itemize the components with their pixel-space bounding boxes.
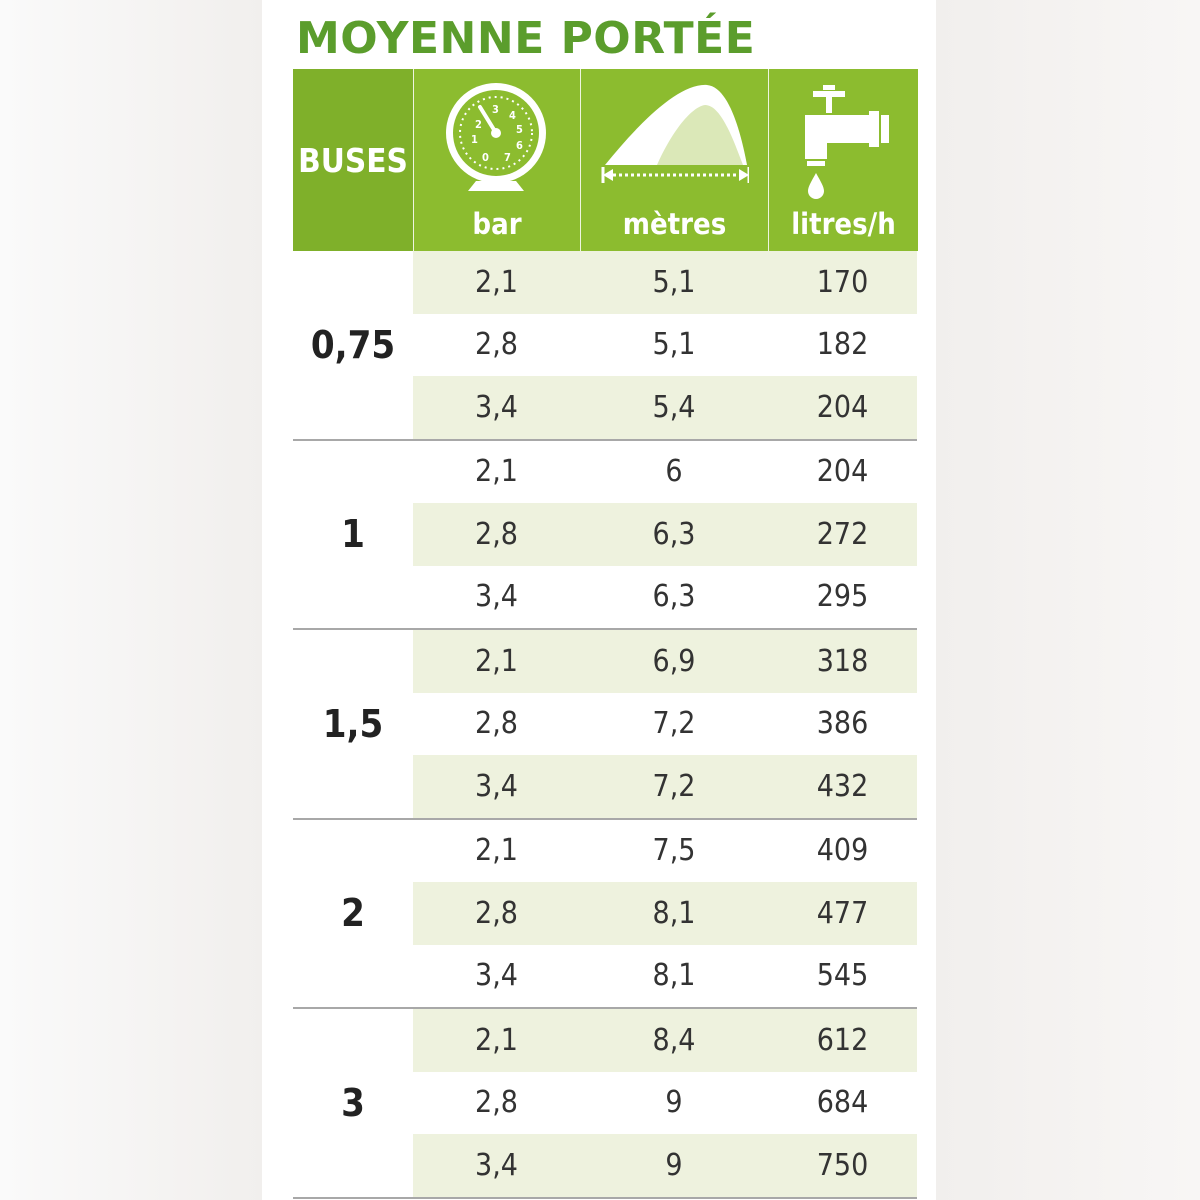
table-row: 3,4 7,2 432 bbox=[413, 755, 917, 818]
metres-cell: 8,4 bbox=[652, 1022, 696, 1058]
bar-cell: 2,1 bbox=[475, 1022, 518, 1058]
nozzle-group: 1 2,1 6 204 2,8 6,3 272 3,4 6,3 295 bbox=[293, 440, 917, 630]
litres-cell: 272 bbox=[816, 516, 869, 552]
table-row: 3,4 8,1 545 bbox=[413, 945, 917, 1008]
nozzle-group: 2 2,1 7,5 409 2,8 8,1 477 3,4 8,1 545 bbox=[293, 819, 917, 1009]
metres-cell: 7,2 bbox=[652, 706, 696, 742]
metres-cell: 8,1 bbox=[652, 895, 696, 931]
table-row: 2,1 7,5 409 bbox=[413, 820, 917, 883]
bar-cell: 3,4 bbox=[475, 958, 518, 994]
bar-cell: 3,4 bbox=[475, 768, 518, 804]
gauge-digit: 6 bbox=[516, 139, 523, 152]
table-row: 2,1 8,4 612 bbox=[413, 1009, 917, 1072]
header-bar: 2 3 4 5 1 6 0 7 bar bbox=[413, 69, 580, 251]
pressure-gauge-icon: 2 3 4 5 1 6 0 7 bbox=[446, 83, 546, 191]
litres-cell: 432 bbox=[816, 768, 869, 804]
litres-cell: 182 bbox=[816, 327, 869, 363]
gauge-digit: 0 bbox=[482, 151, 489, 164]
gauge-digit: 1 bbox=[471, 133, 478, 146]
background-right bbox=[936, 0, 1200, 1200]
metres-cell: 9 bbox=[665, 1147, 683, 1183]
header-buses-label: BUSES bbox=[298, 141, 408, 180]
header-metres-label: mètres bbox=[622, 207, 727, 241]
bar-cell: 2,8 bbox=[475, 327, 518, 363]
nozzle-size: 1,5 bbox=[293, 630, 413, 818]
bar-cell: 2,8 bbox=[475, 1085, 518, 1121]
litres-cell: 750 bbox=[816, 1147, 869, 1183]
table-row: 2,1 6 204 bbox=[413, 441, 917, 504]
metres-cell: 5,1 bbox=[652, 327, 696, 363]
table-row: 3,4 5,4 204 bbox=[413, 376, 917, 439]
litres-cell: 318 bbox=[816, 643, 869, 679]
header-buses: BUSES bbox=[293, 69, 413, 251]
nozzle-group: 3 2,1 8,4 612 2,8 9 684 3,4 9 750 bbox=[293, 1009, 917, 1199]
table-row: 2,8 6,3 272 bbox=[413, 503, 917, 566]
gauge-digit: 3 bbox=[492, 103, 499, 116]
litres-cell: 204 bbox=[816, 454, 869, 490]
bar-cell: 3,4 bbox=[475, 1147, 518, 1183]
table-row: 2,8 7,2 386 bbox=[413, 693, 917, 756]
litres-cell: 684 bbox=[816, 1085, 869, 1121]
bar-cell: 3,4 bbox=[475, 579, 518, 615]
gauge-digit: 7 bbox=[504, 151, 511, 164]
spray-range-icon bbox=[601, 84, 749, 183]
metres-cell: 9 bbox=[665, 1085, 683, 1121]
nozzle-size: 0,75 bbox=[293, 251, 413, 439]
litres-cell: 295 bbox=[816, 579, 869, 615]
header-bar-label: bar bbox=[472, 207, 522, 241]
metres-cell: 5,1 bbox=[652, 264, 696, 300]
bar-cell: 3,4 bbox=[475, 389, 518, 425]
header-metres: mètres bbox=[580, 69, 768, 251]
gauge-digit: 4 bbox=[509, 109, 516, 122]
table-header: BUSES 2 3 4 5 1 6 0 7 bar bbox=[293, 69, 918, 251]
header-litres-label: litres/h bbox=[791, 207, 896, 241]
table-row: 3,4 6,3 295 bbox=[413, 566, 917, 629]
litres-cell: 204 bbox=[816, 389, 869, 425]
background-left bbox=[0, 0, 262, 1200]
metres-cell: 6,3 bbox=[652, 516, 696, 552]
bar-cell: 2,1 bbox=[475, 833, 518, 869]
bar-cell: 2,8 bbox=[475, 895, 518, 931]
litres-cell: 545 bbox=[816, 958, 869, 994]
header-litres: litres/h bbox=[768, 69, 918, 251]
bar-cell: 2,1 bbox=[475, 643, 518, 679]
table-row: 2,8 8,1 477 bbox=[413, 882, 917, 945]
metres-cell: 7,2 bbox=[652, 768, 696, 804]
page-title: MOYENNE PORTÉE bbox=[296, 13, 756, 64]
metres-cell: 5,4 bbox=[652, 389, 696, 425]
nozzle-group: 1,5 2,1 6,9 318 2,8 7,2 386 3,4 7,2 432 bbox=[293, 630, 917, 820]
metres-cell: 6,9 bbox=[652, 643, 696, 679]
water-tap-icon bbox=[805, 85, 889, 199]
table-row: 2,1 6,9 318 bbox=[413, 630, 917, 693]
table-row: 2,1 5,1 170 bbox=[413, 251, 917, 314]
bar-cell: 2,1 bbox=[475, 454, 518, 490]
litres-cell: 386 bbox=[816, 706, 869, 742]
bar-cell: 2,1 bbox=[475, 264, 518, 300]
table-row: 2,8 5,1 182 bbox=[413, 314, 917, 377]
gauge-digit: 2 bbox=[475, 118, 482, 131]
metres-cell: 6,3 bbox=[652, 579, 696, 615]
nozzle-size: 1 bbox=[293, 440, 413, 628]
bar-cell: 2,8 bbox=[475, 706, 518, 742]
metres-cell: 8,1 bbox=[652, 958, 696, 994]
bar-cell: 2,8 bbox=[475, 516, 518, 552]
gauge-digit: 5 bbox=[516, 123, 523, 136]
litres-cell: 409 bbox=[816, 833, 869, 869]
table-body: 0,75 2,1 5,1 170 2,8 5,1 182 3,4 5,4 204… bbox=[293, 251, 917, 1199]
metres-cell: 7,5 bbox=[652, 833, 696, 869]
table-row: 3,4 9 750 bbox=[413, 1134, 917, 1197]
nozzle-size: 3 bbox=[293, 1009, 413, 1197]
nozzle-size: 2 bbox=[293, 819, 413, 1007]
table-row: 2,8 9 684 bbox=[413, 1072, 917, 1135]
metres-cell: 6 bbox=[665, 454, 683, 490]
nozzle-group: 0,75 2,1 5,1 170 2,8 5,1 182 3,4 5,4 204 bbox=[293, 251, 917, 441]
litres-cell: 612 bbox=[816, 1022, 869, 1058]
litres-cell: 170 bbox=[816, 264, 869, 300]
litres-cell: 477 bbox=[816, 895, 869, 931]
